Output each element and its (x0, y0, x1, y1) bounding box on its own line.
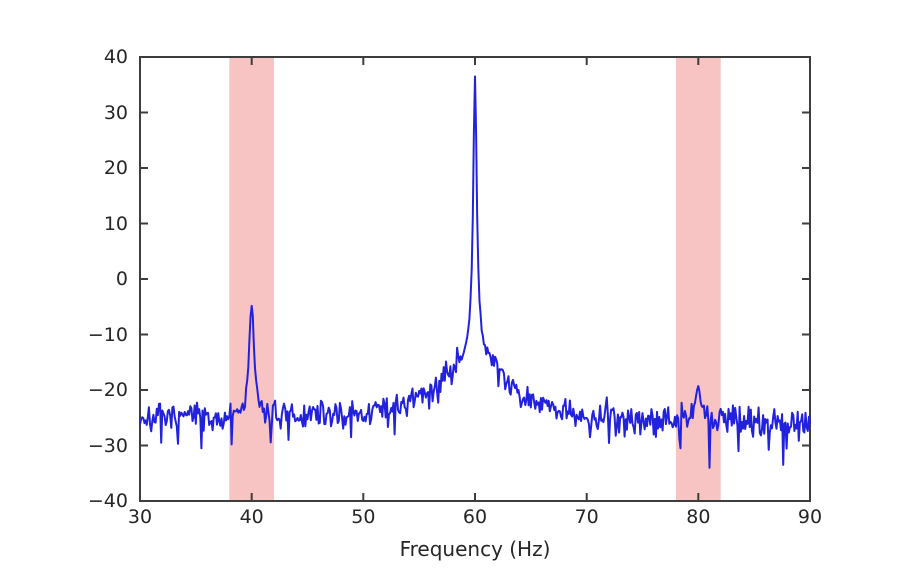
highlight-band-80hz (676, 57, 721, 501)
y-tick-label-40: 40 (103, 46, 128, 68)
x-tick-label-60: 60 (462, 506, 488, 528)
highlight-band-40hz (229, 57, 274, 501)
y-tick-label--30: −30 (87, 434, 128, 457)
y-tick-label--20: −20 (87, 379, 128, 401)
spectrum-line (139, 75, 811, 469)
x-tick-label-30: 30 (127, 506, 153, 528)
spectrum-line-group (139, 75, 811, 469)
highlight-bands (229, 57, 721, 501)
y-tick-label--40: −40 (87, 490, 128, 512)
y-tick-label-10: 10 (103, 212, 128, 235)
x-tick-label-90: 90 (797, 506, 823, 528)
x-tick-label-80: 80 (686, 506, 711, 528)
x-tick-label-50: 50 (351, 506, 376, 528)
x-tick-label-40: 40 (239, 506, 264, 528)
axis-ticks (139, 56, 811, 502)
y-tick-label--10: −10 (87, 323, 128, 346)
y-tick-label-30: 30 (103, 101, 128, 124)
y-tick-label-20: 20 (103, 157, 128, 179)
x-tick-label-70: 70 (574, 506, 599, 528)
x-axis-label: Frequency (Hz) (399, 537, 551, 561)
y-tick-label-0: 0 (115, 268, 128, 290)
